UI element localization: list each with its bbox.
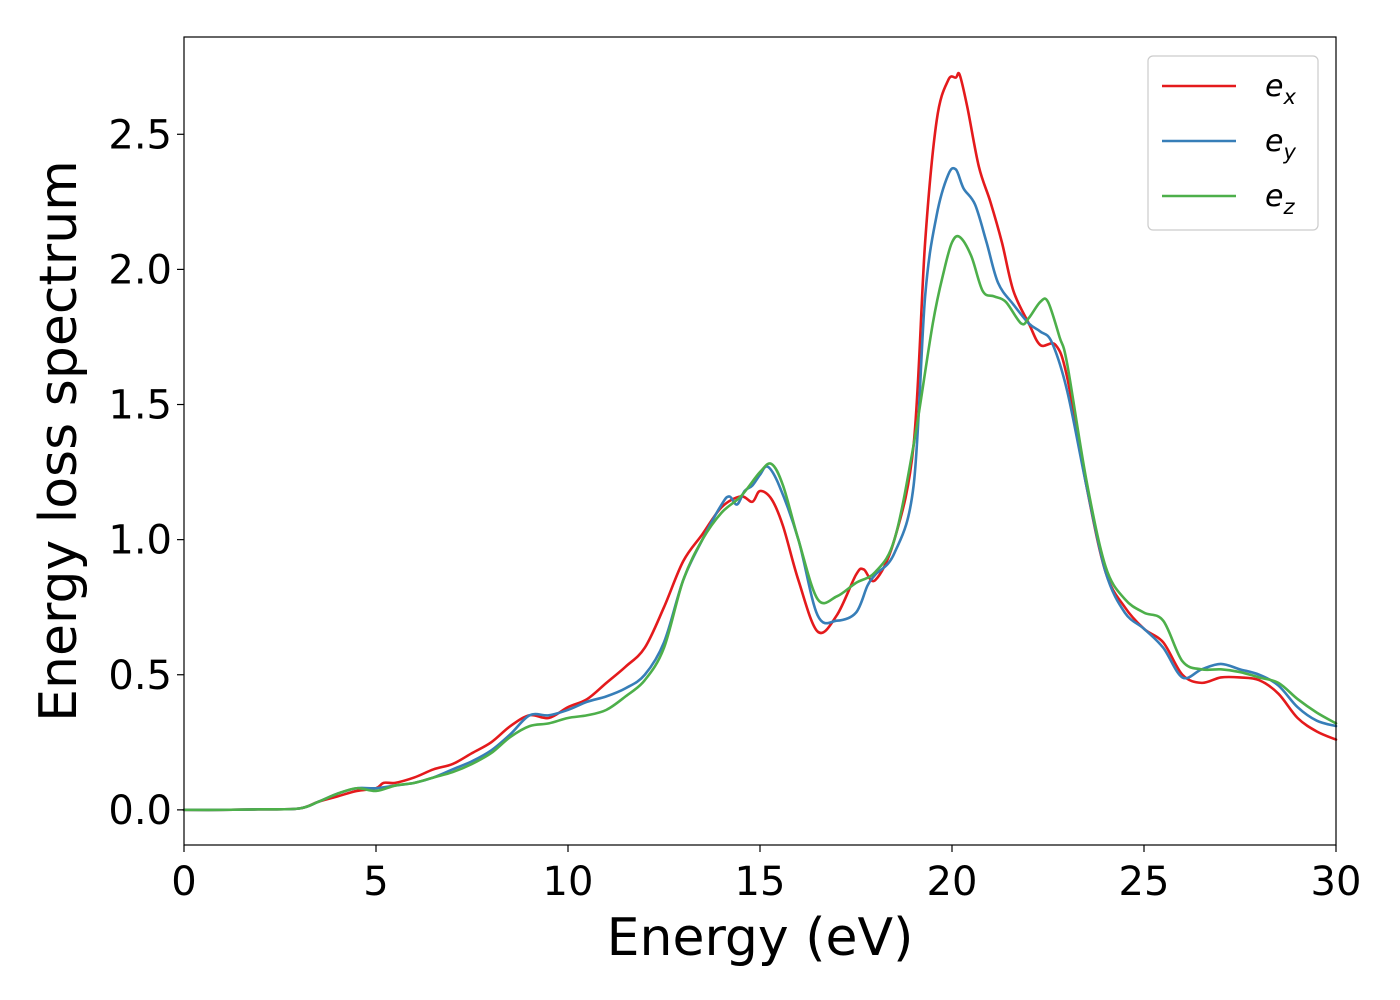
series-lines (182, 71, 1338, 812)
y-axis-label: Energy loss spectrum (29, 160, 89, 722)
legend: ex ey ez (1147, 55, 1319, 231)
x-tick-label: 5 (363, 859, 388, 905)
series-line-z (182, 234, 1338, 812)
legend-label-y: ey (1265, 124, 1296, 164)
y-tick-label: 2.5 (108, 112, 172, 158)
y-tick-label: 1.5 (108, 383, 172, 429)
x-tick-label: 15 (735, 859, 786, 905)
legend-label-z: ez (1265, 179, 1295, 219)
y-tick-label: 2.0 (108, 247, 172, 293)
series-line-x (182, 71, 1338, 812)
legend-frame (1147, 55, 1319, 231)
x-tick-label: 10 (543, 859, 594, 905)
x-tick-label: 30 (1311, 859, 1362, 905)
y-tick-label: 0.5 (108, 653, 172, 699)
x-axis-ticks: 0 5 10 15 20 25 30 (171, 845, 1361, 905)
legend-label-x: ex (1265, 69, 1296, 109)
x-tick-label: 25 (1119, 859, 1170, 905)
x-tick-label: 0 (171, 859, 196, 905)
plot-background (184, 37, 1336, 845)
y-tick-label: 1.0 (108, 518, 172, 564)
y-tick-label: 0.0 (108, 788, 172, 834)
x-axis-label: Energy (eV) (607, 908, 914, 968)
y-axis-ticks: 0.0 0.5 1.0 1.5 2.0 2.5 (108, 112, 184, 834)
x-tick-label: 20 (927, 859, 978, 905)
series-line-y (182, 166, 1338, 812)
